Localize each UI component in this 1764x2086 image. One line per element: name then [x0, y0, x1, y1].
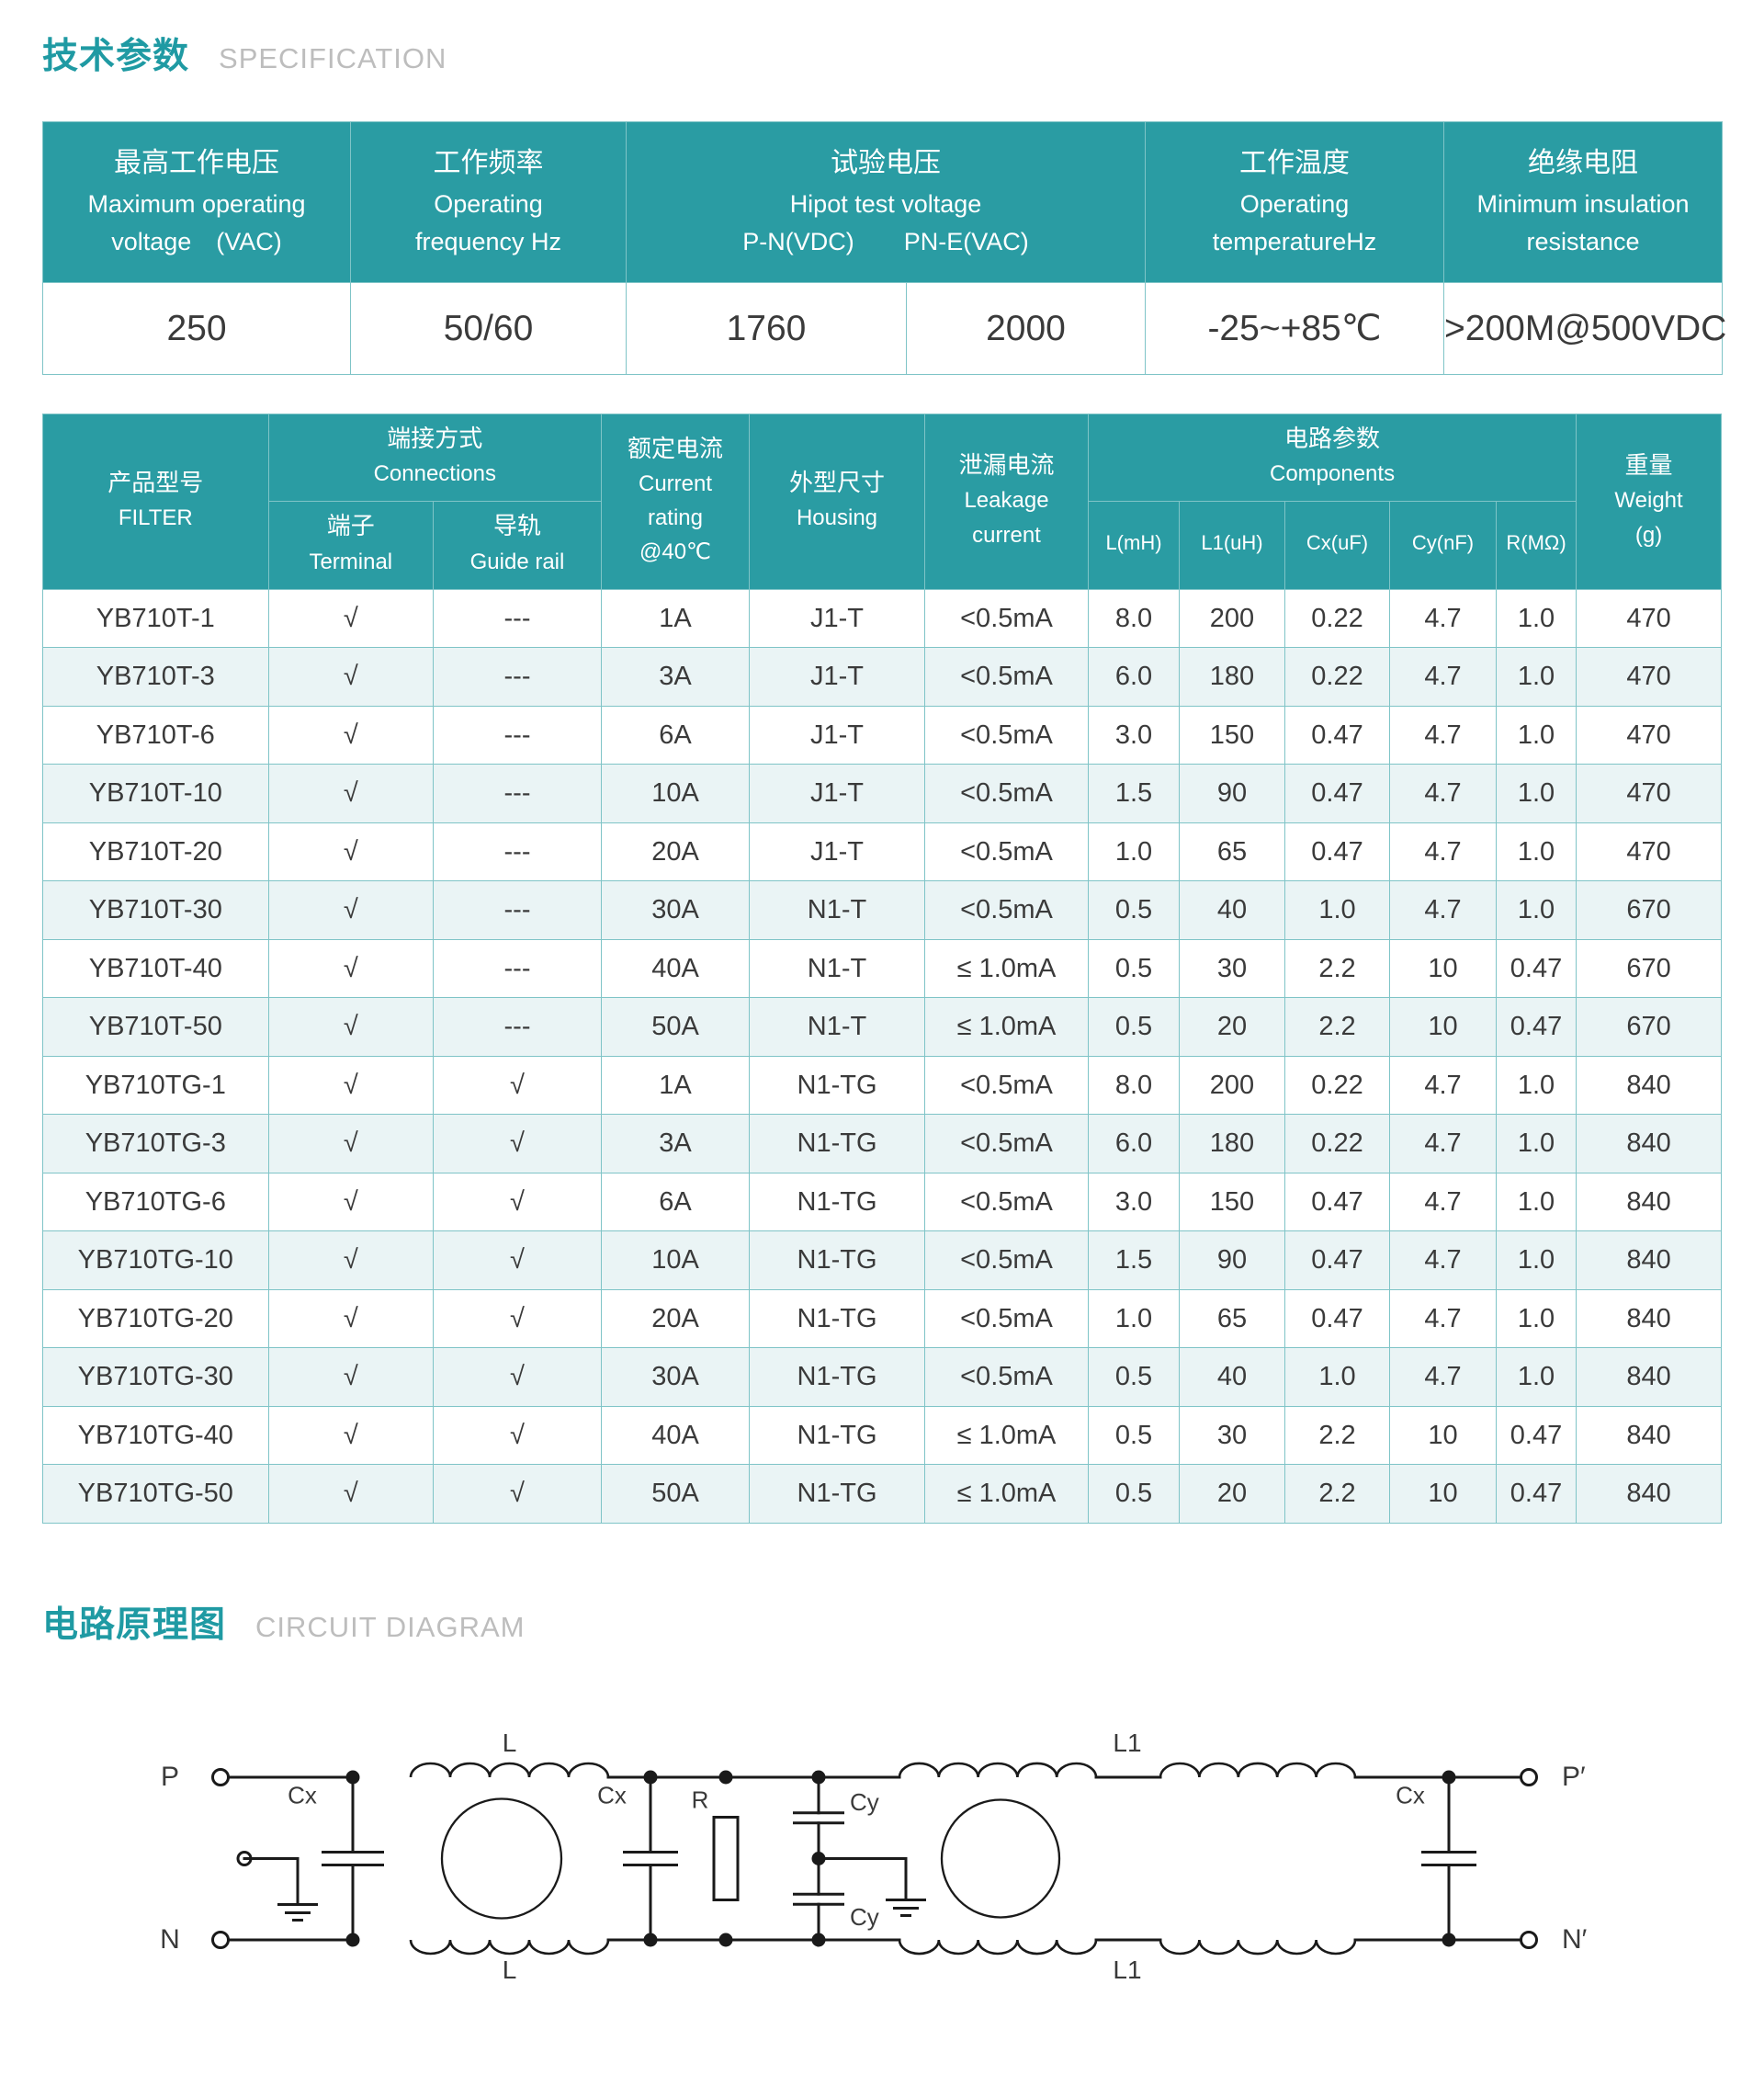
svg-text:Cy: Cy [850, 1903, 879, 1931]
svg-text:P′: P′ [1562, 1762, 1586, 1792]
svg-text:N: N [160, 1924, 180, 1955]
svg-text:Cy: Cy [850, 1788, 879, 1816]
svg-text:L1: L1 [1113, 1956, 1141, 1984]
svg-text:L: L [503, 1729, 517, 1757]
svg-text:R: R [692, 1786, 709, 1814]
svg-text:Cx: Cx [288, 1782, 317, 1809]
svg-text:L1: L1 [1113, 1729, 1141, 1757]
svg-text:P: P [161, 1762, 179, 1792]
svg-text:L: L [503, 1956, 517, 1984]
svg-text:N′: N′ [1562, 1924, 1588, 1955]
svg-text:Cx: Cx [1396, 1782, 1425, 1809]
svg-text:Cx: Cx [597, 1782, 627, 1809]
